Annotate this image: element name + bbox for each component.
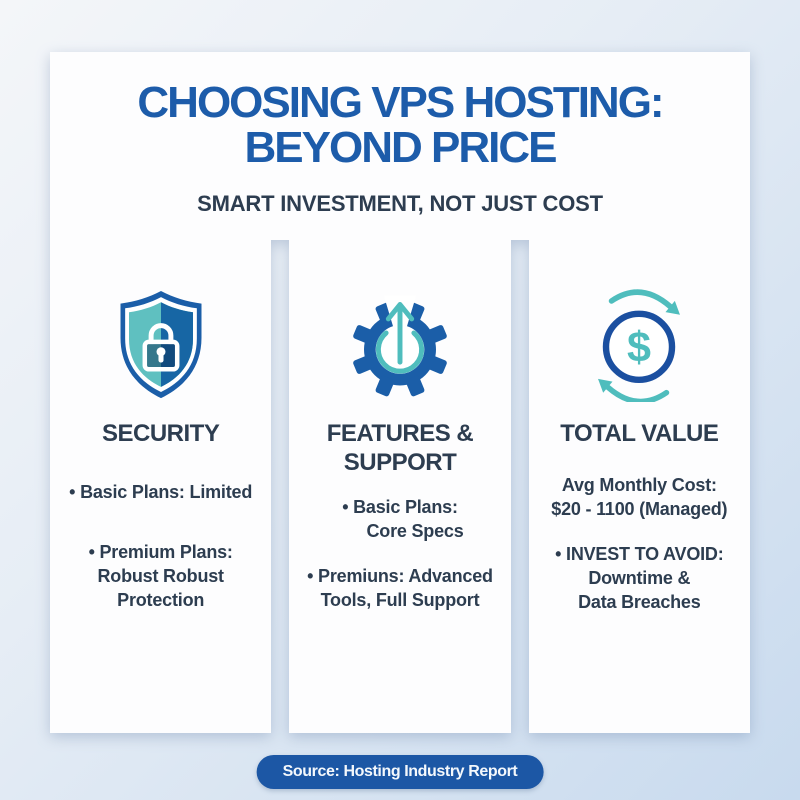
bullet-line: Data Breaches bbox=[578, 592, 701, 612]
bullet-line: Core Specs bbox=[366, 521, 464, 541]
security-item-basic: • Basic Plans: Limited bbox=[50, 480, 271, 504]
bullet-line: Tools, Full Support bbox=[320, 590, 480, 610]
features-support-column: FEATURES & SUPPORT • Basic Plans: Core S… bbox=[289, 240, 511, 733]
dollar-cycle-icon: $ bbox=[579, 286, 699, 404]
page-title-line2: BEYOND PRICE bbox=[244, 123, 558, 172]
bullet-line: • Premium Plans: bbox=[88, 542, 233, 562]
bullet-line: Downtime & bbox=[588, 568, 691, 588]
header-card: CHOOSING VPS HOSTING: BEYOND PRICE SMART… bbox=[50, 52, 750, 240]
page-subtitle: SMART INVESTMENT, NOT JUST COST bbox=[197, 191, 603, 216]
value-item-cost: Avg Monthly Cost: $20 - 1100 (Managed) bbox=[529, 473, 750, 521]
features-support-heading: FEATURES & SUPPORT bbox=[289, 419, 510, 477]
bullet-line: • Premiuns: Advanced bbox=[307, 566, 493, 586]
features-item-basic: • Basic Plans: Core Specs bbox=[289, 495, 510, 543]
heading-line: TOTAL VALUE bbox=[560, 420, 719, 447]
features-item-premium: • Premiuns: Advanced Tools, Full Support bbox=[289, 564, 510, 612]
text-line: $20 - 1100 (Managed) bbox=[551, 499, 728, 519]
bullet-line: • Basic Plans: Limited bbox=[69, 482, 253, 502]
shield-lock-icon bbox=[101, 286, 221, 404]
bullet-line: • Basic Plans: bbox=[342, 497, 458, 517]
page-title: CHOOSING VPS HOSTING: BEYOND PRICE bbox=[50, 52, 750, 170]
heading-line: SECURITY bbox=[101, 420, 220, 447]
heading-line: FEATURES & bbox=[326, 420, 474, 447]
total-value-column: $ TOTAL VALUE Avg Monthly Cost: $20 - 11… bbox=[528, 240, 750, 733]
bullet-line: • INVEST TO AVOID: bbox=[555, 544, 724, 564]
heading-line: SUPPORT bbox=[343, 449, 457, 476]
dollar-glyph: $ bbox=[627, 324, 651, 372]
security-item-premium: • Premium Plans: Robust Robust Protectio… bbox=[50, 540, 271, 612]
infographic-board: CHOOSING VPS HOSTING: BEYOND PRICE SMART… bbox=[50, 52, 750, 733]
bullet-line: Robust Robust bbox=[97, 566, 224, 586]
total-value-heading: TOTAL VALUE bbox=[529, 419, 750, 448]
gear-upgrade-icon bbox=[340, 286, 460, 404]
security-heading: SECURITY bbox=[50, 419, 271, 448]
value-item-invest: • INVEST TO AVOID: Downtime & Data Breac… bbox=[529, 542, 750, 614]
bullet-line: Protection bbox=[117, 590, 205, 610]
text-line: Avg Monthly Cost: bbox=[561, 475, 717, 495]
page-title-line1: CHOOSING VPS HOSTING: bbox=[137, 78, 664, 127]
source-badge[interactable]: Source: Hosting Industry Report bbox=[256, 755, 544, 789]
security-column: SECURITY • Basic Plans: Limited • Premiu… bbox=[50, 240, 272, 733]
columns-row: SECURITY • Basic Plans: Limited • Premiu… bbox=[50, 240, 750, 733]
